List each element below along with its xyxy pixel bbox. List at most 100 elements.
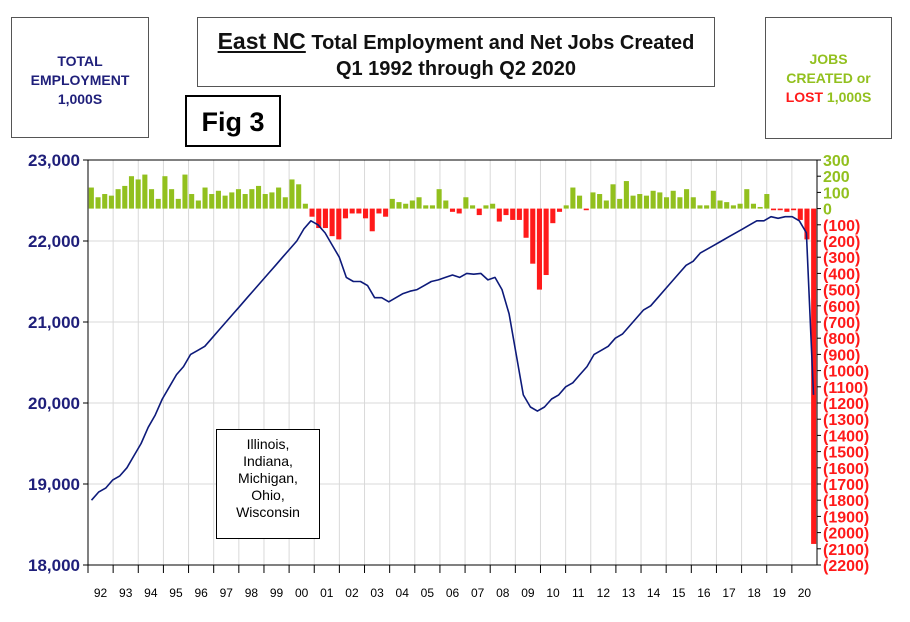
jobs-bar [429, 205, 435, 209]
jobs-bar [349, 208, 355, 214]
right-tick-label: 200 [823, 169, 850, 186]
x-tick-label: 98 [245, 586, 259, 600]
x-tick-label: 12 [597, 586, 611, 600]
right-tick-label: (500) [823, 283, 860, 300]
jobs-bar [583, 208, 589, 211]
jobs-bar [550, 208, 556, 224]
x-tick-label: 10 [546, 586, 560, 600]
x-tick-label: 99 [270, 586, 284, 600]
jobs-bar [142, 174, 148, 209]
jobs-bar [811, 208, 817, 544]
x-tick-label: 01 [320, 586, 334, 600]
right-label-line-1: JOBS [809, 51, 848, 67]
jobs-bar [463, 197, 469, 209]
jobs-bar [108, 195, 114, 209]
jobs-bar [570, 187, 576, 209]
jobs-bar [617, 198, 623, 209]
jobs-bar [369, 208, 375, 232]
jobs-bar [122, 185, 128, 209]
jobs-bar [510, 208, 516, 220]
jobs-bar [516, 208, 522, 220]
jobs-bar [637, 194, 643, 209]
x-tick-label: 09 [521, 586, 535, 600]
jobs-bar [209, 194, 215, 209]
jobs-bar [363, 208, 369, 219]
jobs-bar [724, 202, 730, 209]
jobs-bar [316, 208, 322, 229]
right-label-lost: LOST [785, 89, 824, 105]
jobs-bar [135, 179, 141, 209]
annotation-line-1: Illinois, [246, 436, 290, 452]
right-tick-label: (1600) [823, 461, 869, 478]
right-tick-label: (1800) [823, 493, 869, 510]
x-tick-label: 04 [396, 586, 410, 600]
jobs-bar [356, 208, 362, 214]
jobs-bar [169, 189, 175, 209]
x-tick-label: 20 [798, 586, 812, 600]
jobs-bar [195, 200, 201, 209]
jobs-bar [322, 208, 328, 229]
left-tick-label: 20,000 [28, 394, 80, 413]
left-tick-label: 22,000 [28, 232, 80, 251]
left-axis-ticks: 18,000 19,000 20,000 21,000 22,000 23,000 [28, 151, 88, 575]
jobs-bar [791, 208, 797, 211]
jobs-bar [269, 192, 275, 209]
x-tick-label: 17 [722, 586, 736, 600]
annotation-line-4: Ohio, [251, 487, 285, 503]
right-tick-label: 300 [823, 153, 850, 170]
jobs-bar [222, 195, 228, 209]
jobs-bar [710, 190, 716, 209]
title-subtitle: Q1 1992 through Q2 2020 [335, 58, 577, 80]
jobs-bar [503, 208, 509, 216]
jobs-bar [663, 197, 670, 209]
jobs-bar [496, 208, 502, 222]
jobs-bar [677, 197, 683, 209]
right-axis-unit-label: JOBS CREATED or LOST 1,000S [765, 17, 892, 139]
jobs-bar [235, 189, 242, 209]
right-tick-label: (100) [823, 218, 860, 235]
right-tick-label: (800) [823, 331, 860, 348]
chart-title: East NC Total Employment and Net Jobs Cr… [197, 17, 715, 87]
left-axis-unit-label: TOTAL EMPLOYMENT 1,000S [11, 17, 149, 138]
x-tick-label: 18 [747, 586, 761, 600]
x-tick-label: 97 [220, 586, 234, 600]
left-tick-label: 21,000 [28, 313, 80, 332]
right-label-line-2: CREATED or [786, 70, 871, 86]
jobs-bar [577, 195, 583, 209]
jobs-bar [175, 198, 181, 209]
right-tick-label: (1100) [823, 380, 868, 397]
jobs-bar [784, 208, 790, 212]
jobs-bar [684, 189, 690, 209]
jobs-bar [470, 205, 476, 209]
annotation-line-5: Wisconsin [236, 504, 300, 520]
x-tick-label: 14 [647, 586, 661, 600]
x-tick-label: 06 [446, 586, 460, 600]
title-main: Total Employment and Net Jobs Created [305, 32, 695, 54]
x-tick-label: 11 [572, 586, 585, 600]
right-tick-label: (1000) [823, 364, 869, 381]
jobs-bar [215, 190, 221, 209]
plot-area-frame [87, 159, 818, 566]
jobs-bar [556, 208, 563, 212]
jobs-bar [483, 205, 489, 209]
jobs-bar [456, 208, 462, 214]
jobs-bar [730, 205, 736, 209]
right-tick-label: (1900) [823, 509, 869, 526]
grid-lines [88, 159, 817, 566]
jobs-bar [563, 205, 569, 209]
jobs-bar [804, 208, 810, 240]
jobs-bar [690, 197, 696, 209]
jobs-bar [282, 197, 288, 209]
jobs-bar [189, 194, 195, 209]
right-tick-label: (2000) [823, 526, 869, 543]
jobs-bar [416, 197, 422, 209]
left-tick-label: 19,000 [28, 475, 80, 494]
jobs-bar [329, 208, 335, 237]
annotation-line-3: Michigan, [238, 470, 298, 486]
left-tick-label: 18,000 [28, 556, 80, 575]
right-tick-label: (1700) [823, 477, 869, 494]
employment-line-group [90, 215, 815, 501]
x-tick-label: 16 [697, 586, 711, 600]
jobs-bar [296, 184, 302, 209]
x-tick-label: 13 [622, 586, 636, 600]
